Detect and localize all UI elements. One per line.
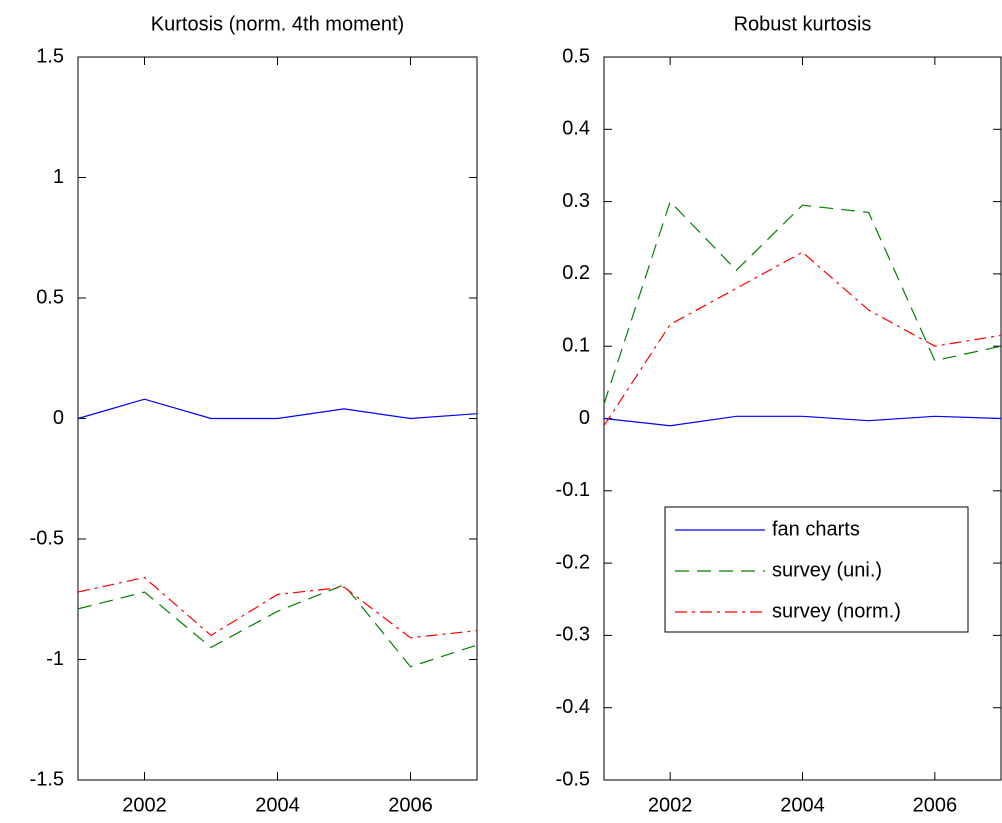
y-tick-label: -0.3 <box>556 624 590 646</box>
chart-title: Robust kurtosis <box>734 13 872 35</box>
legend-label: survey (norm.) <box>772 600 901 622</box>
y-tick-label: 0.4 <box>562 118 590 140</box>
y-tick-label: 0.3 <box>562 190 590 212</box>
y-tick-label: -0.5 <box>556 768 590 790</box>
y-tick-label: 0 <box>579 407 590 429</box>
x-tick-label: 2006 <box>388 794 433 816</box>
x-tick-label: 2004 <box>255 794 300 816</box>
y-tick-label: 0.2 <box>562 262 590 284</box>
y-tick-label: -0.5 <box>30 527 64 549</box>
series-line <box>77 576 478 639</box>
x-tick-label: 2002 <box>648 794 693 816</box>
y-tick-label: 1.5 <box>36 45 64 67</box>
series-line <box>77 398 478 420</box>
series-line <box>603 200 1002 405</box>
y-tick-label: -0.2 <box>556 551 590 573</box>
y-tick-label: -1 <box>46 648 64 670</box>
series-line <box>603 251 1002 427</box>
y-tick-label: 0.5 <box>36 286 64 308</box>
series-line <box>603 415 1002 427</box>
plot-area <box>603 56 1002 781</box>
y-tick-label: 1 <box>53 166 64 188</box>
chart-title: Kurtosis (norm. 4th moment) <box>151 13 404 35</box>
y-tick-label: -1.5 <box>30 768 64 790</box>
y-tick-label: 0 <box>53 407 64 429</box>
x-tick-label: 2004 <box>780 794 825 816</box>
legend-label: fan charts <box>772 518 860 540</box>
series-line <box>77 584 478 668</box>
y-tick-label: -0.4 <box>556 696 590 718</box>
legend-label: survey (uni.) <box>772 559 882 581</box>
y-tick-label: 0.1 <box>562 334 590 356</box>
x-tick-label: 2002 <box>122 794 167 816</box>
y-tick-label: -0.1 <box>556 479 590 501</box>
y-tick-label: 0.5 <box>562 45 590 67</box>
legend-box <box>664 506 969 633</box>
x-tick-label: 2006 <box>913 794 958 816</box>
